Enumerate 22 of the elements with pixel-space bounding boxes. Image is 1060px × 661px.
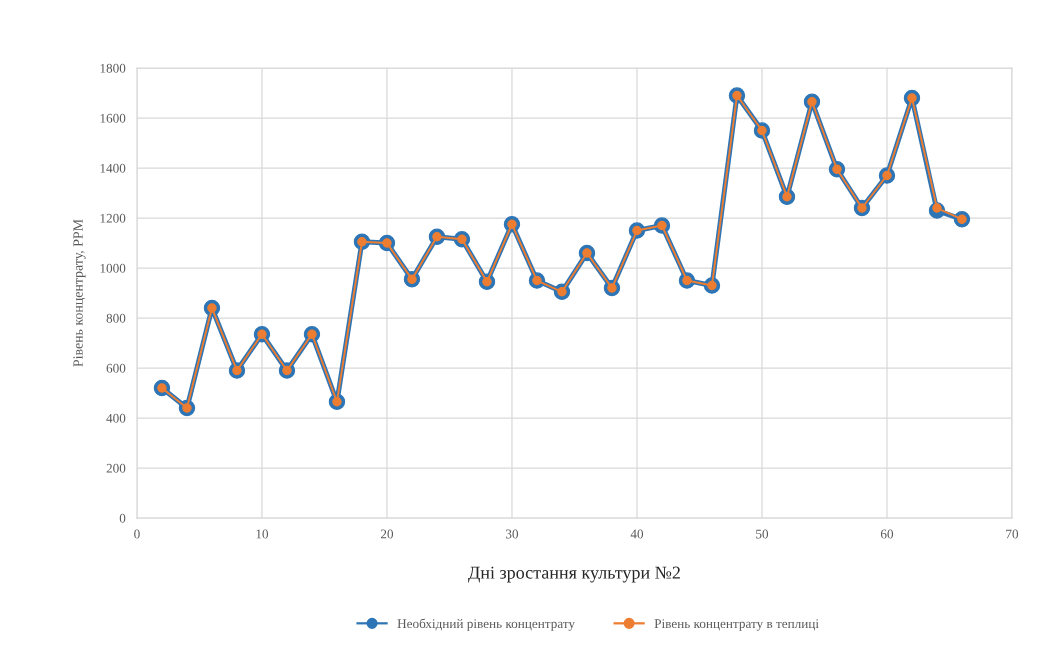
legend-label: Рівень концентрату в теплиці <box>654 619 819 631</box>
y-tick-label: 800 <box>106 313 126 323</box>
y-tick-label: 600 <box>106 363 126 373</box>
x-tick-label: 10 <box>256 529 269 539</box>
x-tick-label: 20 <box>380 529 394 539</box>
x-axis-title: Дні зростання культури №2 <box>468 566 680 583</box>
y-axis-title: Рівень концентрату, PPM <box>73 219 86 367</box>
x-tick-label: 0 <box>134 529 140 539</box>
x-tick-label: 30 <box>506 529 519 539</box>
y-tick-label: 1800 <box>100 63 126 73</box>
y-tick-label: 200 <box>106 463 126 473</box>
y-tick-label: 1400 <box>100 163 126 173</box>
x-tick-label: 70 <box>1006 529 1019 539</box>
y-tick-label: 1600 <box>100 113 126 123</box>
y-tick-label: 1200 <box>100 213 126 223</box>
y-tick-label: 1000 <box>100 263 126 273</box>
x-tick-label: 40 <box>630 529 644 539</box>
x-tick-label: 60 <box>880 529 894 539</box>
y-tick-label: 0 <box>119 513 126 523</box>
legend-label: Необхідний рівень концентрату <box>397 618 575 631</box>
y-tick-label: 400 <box>106 413 126 423</box>
x-tick-label: 50 <box>756 529 769 539</box>
